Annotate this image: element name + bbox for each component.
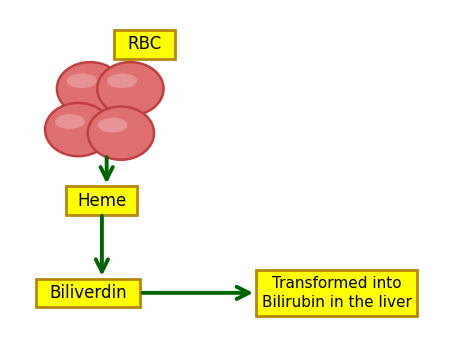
Ellipse shape [57, 62, 123, 115]
Ellipse shape [97, 62, 164, 115]
Ellipse shape [98, 118, 128, 132]
Text: RBC: RBC [128, 36, 162, 53]
Ellipse shape [45, 103, 111, 156]
Ellipse shape [88, 106, 154, 160]
FancyBboxPatch shape [66, 186, 137, 215]
Text: Transformed into
Bilirubin in the liver: Transformed into Bilirubin in the liver [262, 276, 411, 310]
Ellipse shape [67, 73, 97, 88]
Ellipse shape [55, 114, 85, 129]
FancyBboxPatch shape [36, 279, 140, 307]
Text: Heme: Heme [77, 192, 127, 209]
FancyBboxPatch shape [256, 270, 417, 316]
Ellipse shape [107, 73, 137, 88]
Text: Biliverdin: Biliverdin [49, 284, 127, 302]
FancyBboxPatch shape [114, 30, 175, 59]
